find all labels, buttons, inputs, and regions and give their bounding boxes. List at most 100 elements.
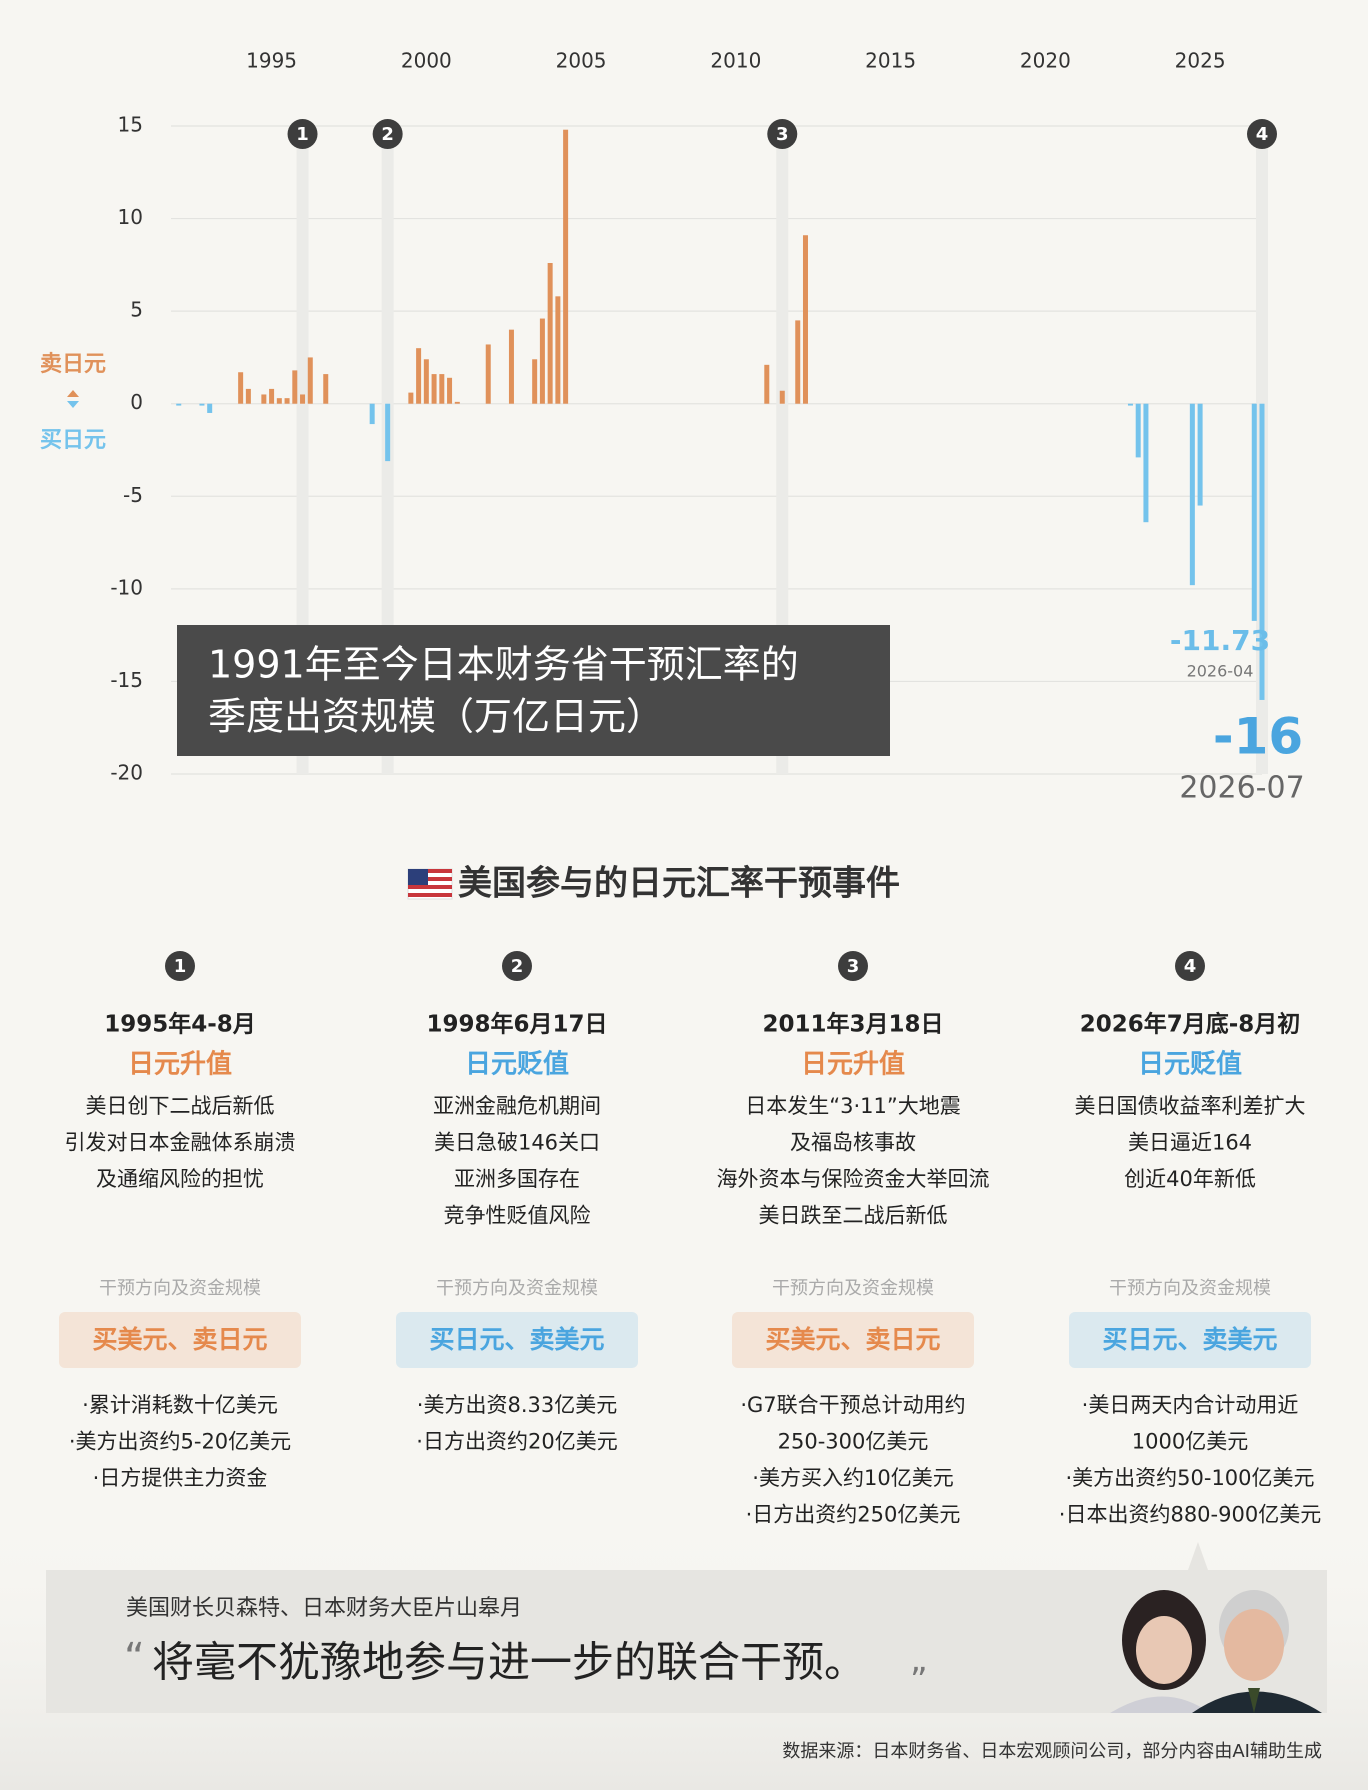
- quote-mark: ”: [910, 1661, 928, 1701]
- bar: [1189, 403, 1195, 586]
- chart-overlay: 1991年至今日本财务省干预汇率的 季度出资规模（万亿日元） -11.73 20…: [177, 624, 1305, 806]
- action-pill: [396, 1312, 638, 1368]
- action-pill: [1069, 1312, 1311, 1368]
- y-tick-label: -10: [110, 575, 143, 599]
- bar: [276, 398, 282, 404]
- bar: [238, 372, 244, 404]
- event-description: 及通缩风险的担忧: [96, 1167, 264, 1191]
- annotation: 2026-04: [1187, 662, 1254, 681]
- bar: [1135, 403, 1141, 458]
- event-type: 日元升值: [128, 1050, 232, 1080]
- quote-speaker: 美国财长贝森特、日本财务大臣片山皋月: [126, 1596, 522, 1621]
- event-number-circle: [1175, 951, 1205, 981]
- event-type: 日元升值: [801, 1050, 905, 1080]
- event-detail: ·美方出资8.33亿美元: [417, 1393, 617, 1417]
- bar: [323, 374, 329, 404]
- bar: [532, 359, 538, 404]
- y-tick-label: -15: [110, 668, 143, 692]
- source: 数据来源：日本财务省、日本宏观顾问公司，部分内容由AI辅助生成: [782, 1741, 1322, 1762]
- marker-label: 3: [776, 124, 789, 145]
- events: 1 1995年4-8月日元升值美日创下二战后新低引发对日本金融体系崩溃及通缩风险的…: [59, 951, 1321, 1527]
- section-title: 美国参与的日元汇率干预事件: [458, 864, 900, 904]
- bar: [547, 263, 553, 404]
- bar: [431, 374, 437, 404]
- x-tick-label: 2020: [1020, 49, 1071, 73]
- event-number: 3: [847, 956, 860, 977]
- y-tick-label: 5: [130, 298, 143, 322]
- event-label: 干预方向及资金规模: [436, 1278, 598, 1299]
- y-tick-label: -20: [110, 761, 143, 785]
- event-description: 亚洲金融危机期间: [433, 1094, 601, 1118]
- event-description: 美日跌至二战后新低: [759, 1204, 948, 1228]
- event-description: 创近40年新低: [1124, 1167, 1256, 1191]
- x-tick-label: 2000: [401, 49, 452, 73]
- event-detail: ·日方提供主力资金: [93, 1466, 268, 1490]
- event-number-circle: [838, 951, 868, 981]
- bubble-notch: [1188, 1542, 1208, 1570]
- bar: [539, 318, 545, 404]
- event-description: 美日急破146关口: [434, 1131, 600, 1155]
- bar: [795, 320, 801, 404]
- bar: [284, 398, 290, 404]
- event-description: 及福岛核事故: [790, 1131, 916, 1155]
- bar: [447, 377, 453, 404]
- marker-circle: [372, 119, 403, 149]
- event-detail: ·日方出资约20亿美元: [416, 1430, 617, 1454]
- bar: [1197, 403, 1203, 506]
- event-detail: 250-300亿美元: [778, 1430, 929, 1454]
- portraits: [1110, 1590, 1322, 1713]
- chart: 15 10 5 0 -5 -10 -15 -20 1995 2000 2005 2010 2015 202…: [40, 49, 1277, 785]
- bar: [1127, 403, 1133, 406]
- event-detail: ·G7联合干预总计动用约: [740, 1393, 965, 1417]
- marker-label: 4: [1256, 124, 1269, 145]
- bar: [385, 403, 391, 462]
- event-description: 美日国债收益率利差扩大: [1075, 1094, 1306, 1118]
- x-tick-label: 2005: [556, 49, 607, 73]
- bar: [245, 388, 251, 404]
- bar: [423, 359, 429, 404]
- event-description: 海外资本与保险资金大举回流: [717, 1167, 990, 1191]
- bar: [1259, 403, 1265, 700]
- event-number: 2: [511, 956, 524, 977]
- x-tick-label: 1995: [246, 49, 297, 73]
- bar: [176, 403, 182, 406]
- bar: [555, 296, 561, 404]
- chart-title: 季度出资规模（万亿日元）: [208, 695, 664, 739]
- event-action: 买美元、卖日元: [92, 1325, 267, 1354]
- bar: [508, 329, 514, 404]
- bar: [292, 370, 298, 404]
- event-date: 1998年6月17日: [426, 1011, 607, 1038]
- event-detail: ·美方买入约10亿美元: [752, 1466, 953, 1490]
- event-description: 美日创下二战后新低: [86, 1094, 275, 1118]
- event-action: 买日元、卖美元: [429, 1325, 604, 1354]
- bar: [779, 390, 785, 404]
- title-box: [177, 625, 890, 756]
- event-detail: ·日本出资约880-900亿美元: [1059, 1503, 1321, 1527]
- marker-band: [296, 134, 309, 774]
- bar: [300, 394, 306, 404]
- event-action: 买美元、卖日元: [765, 1325, 940, 1354]
- marker-label: 2: [381, 124, 394, 145]
- event-description: 美日逼近164: [1128, 1131, 1252, 1155]
- event-action: 买日元、卖美元: [1102, 1325, 1277, 1354]
- event-type: 日元贬值: [465, 1050, 569, 1080]
- marker-label: 1: [296, 124, 309, 145]
- bar: [802, 235, 808, 404]
- legend-label: 买日元: [40, 428, 106, 453]
- bar: [199, 403, 205, 406]
- flag-icon: [407, 868, 453, 900]
- event-date: 2026年7月底-8月初: [1080, 1011, 1301, 1038]
- event-detail: ·日方出资约250亿美元: [746, 1503, 961, 1527]
- event-detail: ·美日两天内合计动用近: [1082, 1393, 1299, 1417]
- bar: [764, 364, 770, 404]
- quote-box: [46, 1570, 1327, 1713]
- event-date: 1995年4-8月: [104, 1011, 256, 1038]
- chart-title: 1991年至今日本财务省干预汇率的: [208, 643, 799, 687]
- bar: [408, 392, 414, 404]
- event-detail: ·美方出资约5-20亿美元: [69, 1430, 291, 1454]
- y-tick-label: 0: [130, 390, 143, 414]
- event-number-circle: [502, 951, 532, 981]
- event-description: 日本发生“3·11”大地震: [745, 1094, 961, 1118]
